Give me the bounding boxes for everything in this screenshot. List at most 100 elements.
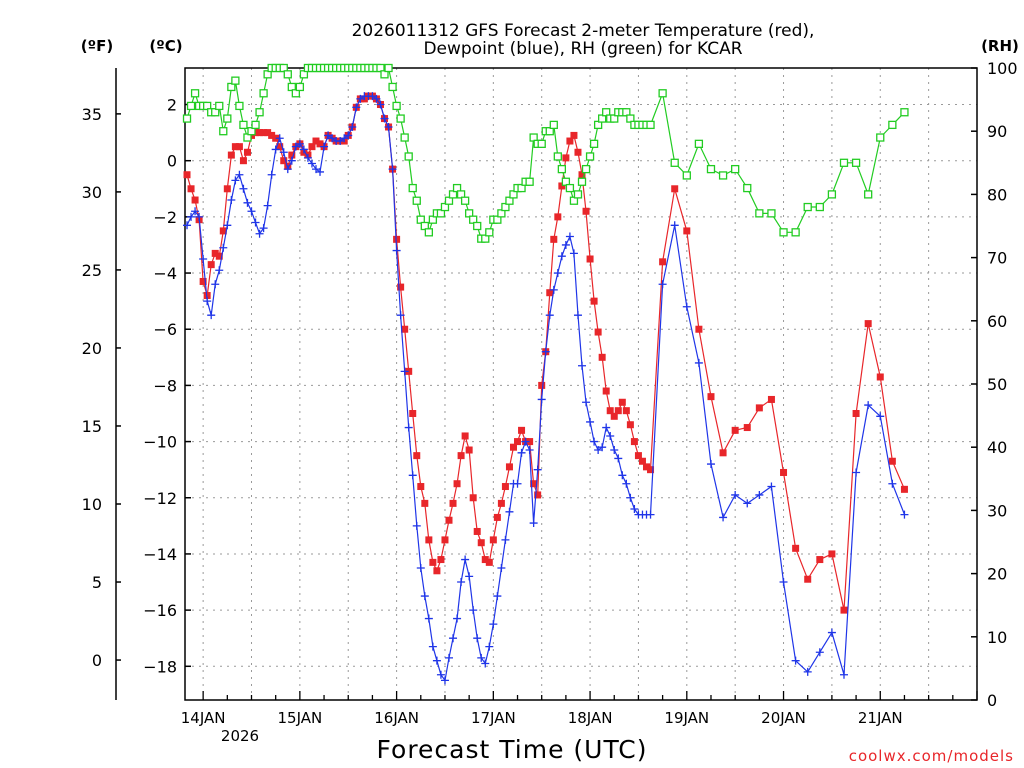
temperature-marker (719, 449, 727, 457)
temperature-marker (558, 182, 566, 190)
dewpoint-marker (259, 224, 268, 233)
dewpoint-marker (344, 131, 353, 140)
dewpoint-marker (481, 659, 490, 668)
dewpoint-marker (658, 280, 667, 289)
dewpoint-marker (199, 255, 208, 264)
dewpoint-marker (694, 358, 703, 367)
temperature-marker (243, 148, 251, 156)
dewpoint-marker (529, 519, 538, 528)
temperature-marker (433, 567, 441, 575)
rh-tick-label: 60 (987, 312, 1007, 331)
relative-humidity-marker (255, 108, 264, 117)
rh-tick-label: 50 (987, 375, 1007, 394)
dewpoint-marker (457, 578, 466, 587)
temperature-marker (272, 134, 280, 142)
dewpoint-marker (755, 490, 764, 499)
dewpoint-marker (243, 198, 252, 207)
dewpoint-marker (505, 507, 514, 516)
temperature-marker (256, 129, 264, 137)
relative-humidity-marker (235, 101, 244, 111)
temperature-marker (586, 255, 594, 263)
temperature-marker (574, 148, 582, 156)
x-axis-title: Forecast Time (UTC) (377, 735, 648, 764)
temperature-marker (659, 258, 667, 266)
dewpoint-marker (380, 114, 389, 123)
temperature-marker (417, 483, 425, 491)
celsius-tick-label: −14 (143, 545, 177, 564)
temperature-marker (590, 297, 598, 305)
temperature-marker (227, 151, 235, 159)
fahrenheit-tick-label: 30 (82, 183, 102, 202)
temperature-marker (792, 544, 800, 552)
dewpoint-marker (888, 479, 897, 488)
temperature-marker (610, 412, 618, 420)
relative-humidity-marker (408, 183, 417, 193)
temperature-marker (505, 463, 513, 471)
temperature-marker (288, 151, 296, 159)
dewpoint-marker (501, 535, 510, 544)
dewpoint-marker (590, 437, 599, 446)
relative-humidity-marker (186, 101, 196, 111)
relative-humidity-marker (557, 164, 567, 174)
x-tick-label: 16JAN (374, 709, 419, 727)
rh-tick-label: 30 (987, 501, 1007, 520)
dewpoint-marker (489, 620, 498, 629)
dewpoint-marker (594, 446, 603, 455)
dewpoint-marker (900, 510, 909, 519)
dewpoint-marker (311, 165, 320, 174)
relative-humidity-marker (424, 228, 433, 237)
temperature-marker (864, 320, 872, 328)
relative-humidity-marker (182, 114, 192, 123)
dewpoint-marker (307, 159, 316, 168)
temperature-marker (405, 367, 413, 375)
dewpoint-marker (779, 578, 788, 587)
relative-humidity-marker (190, 89, 200, 98)
relative-humidity-marker (259, 89, 268, 98)
relative-humidity-marker (573, 190, 583, 199)
dewpoint-marker (279, 148, 288, 157)
temperature-marker (707, 393, 715, 401)
dewpoint-marker (263, 201, 272, 210)
dewpoint-marker (586, 417, 595, 426)
dewpoint-marker (598, 443, 607, 452)
dewpoint-marker (445, 653, 453, 662)
temperature-marker (634, 452, 642, 460)
relative-humidity-marker (888, 120, 897, 130)
rh-tick-label: 10 (987, 628, 1007, 647)
temperature-marker (602, 387, 610, 395)
relative-humidity-marker (223, 114, 232, 123)
dewpoint-marker (646, 510, 655, 519)
fahrenheit-tick-label: 10 (82, 495, 102, 514)
relative-humidity-marker (215, 101, 224, 111)
temperature-marker (215, 252, 223, 260)
relative-humidity-marker (876, 133, 885, 142)
dewpoint-marker (469, 606, 478, 615)
dewpoint-marker (340, 134, 349, 143)
relative-humidity-marker (670, 158, 679, 167)
fahrenheit-tick-label: 15 (82, 417, 102, 436)
rh-tick-label: 80 (987, 185, 1007, 204)
temperature-marker (570, 131, 578, 139)
dewpoint-marker (223, 221, 232, 230)
relative-humidity-marker (815, 202, 824, 212)
rh-tick-label: 40 (987, 438, 1007, 457)
dewpoint-marker (368, 92, 377, 101)
dewpoint-marker (215, 266, 224, 275)
x-tick-label: 20JAN (761, 709, 806, 727)
relative-humidity-marker (755, 209, 764, 218)
dewpoint-marker (227, 196, 236, 205)
temperature-marker (671, 185, 679, 193)
dewpoint-marker (497, 563, 506, 572)
relative-humidity-marker (219, 127, 228, 136)
relative-humidity-marker (827, 190, 837, 199)
temperature-marker (755, 404, 763, 412)
dewpoint-marker (408, 471, 417, 480)
relative-humidity-marker (400, 133, 409, 142)
dewpoint-marker (731, 490, 740, 499)
temperature-marker (437, 556, 445, 564)
dewpoint-marker (428, 642, 437, 651)
dewpoint-marker (719, 513, 728, 522)
temperature-marker (445, 516, 453, 524)
dewpoint-marker (525, 446, 534, 455)
dewpoint-marker (404, 423, 413, 432)
